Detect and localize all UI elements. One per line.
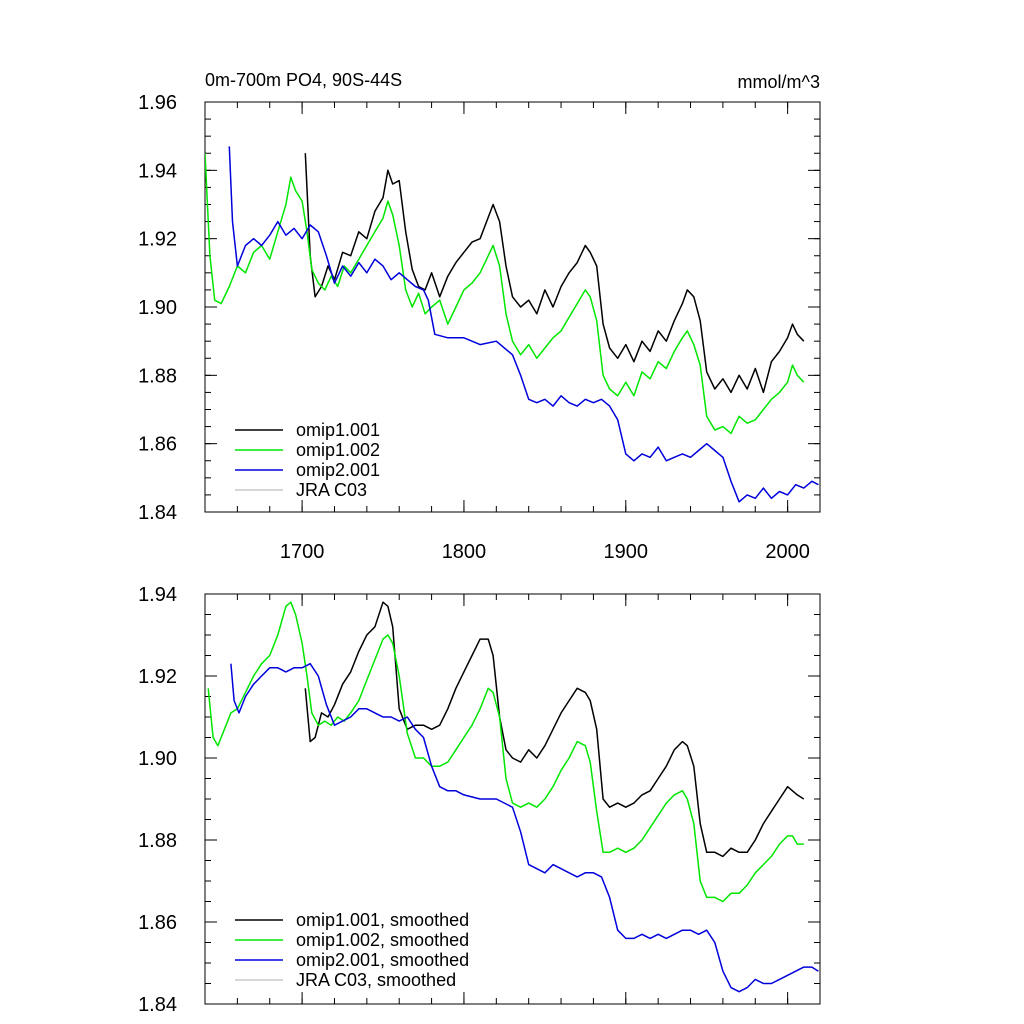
x-tick-label: 1900 [604,541,649,563]
y-tick-label: 1.90 [138,297,177,319]
units-label: mmol/m^3 [738,72,820,92]
x-tick-label: 1700 [280,541,325,563]
series-line-1 [207,601,804,903]
series-line-0 [304,153,805,394]
y-tick-label: 1.94 [138,584,177,606]
y-tick-label: 1.96 [138,92,177,114]
bottom-panel: 1.84 1.86 1.88 1.90 1.92 1.94 omip1.001, smoot… [138,584,821,1016]
series-line-1 [205,153,805,435]
legend-label: omip1.002, smoothed [296,930,469,950]
legend-label: omip2.001 [296,460,380,480]
legend-label: JRA C03 [296,480,367,500]
chart-title: 0m-700m PO4, 90S-44S [205,70,402,90]
legend-label: JRA C03, smoothed [296,970,456,990]
y-tick-label: 1.90 [138,748,177,770]
y-tick-label: 1.92 [138,229,177,251]
y-tick-label: 1.84 [138,994,177,1016]
y-tick-label: 1.86 [138,912,177,934]
y-tick-label: 1.86 [138,434,177,456]
series-line-2 [228,146,819,503]
legend-label: omip1.001, smoothed [296,910,469,930]
x-tick-label: 1800 [442,541,487,563]
y-tick-label: 1.88 [138,365,177,387]
top-panel: 1700 1800 1900 2000 1.84 1.86 1.88 1.90 1.92 1.94… [138,70,821,563]
y-tick-label: 1.92 [138,666,177,688]
x-tick-label: 2000 [765,541,810,563]
series-line-2 [230,662,819,993]
y-tick-label: 1.88 [138,830,177,852]
legend-label: omip1.001 [296,420,380,440]
series-line-0 [304,601,805,858]
y-tick-label: 1.84 [138,502,177,524]
legend-label: omip1.002 [296,440,380,460]
y-tick-label: 1.94 [138,160,177,182]
legend-label: omip2.001, smoothed [296,950,469,970]
